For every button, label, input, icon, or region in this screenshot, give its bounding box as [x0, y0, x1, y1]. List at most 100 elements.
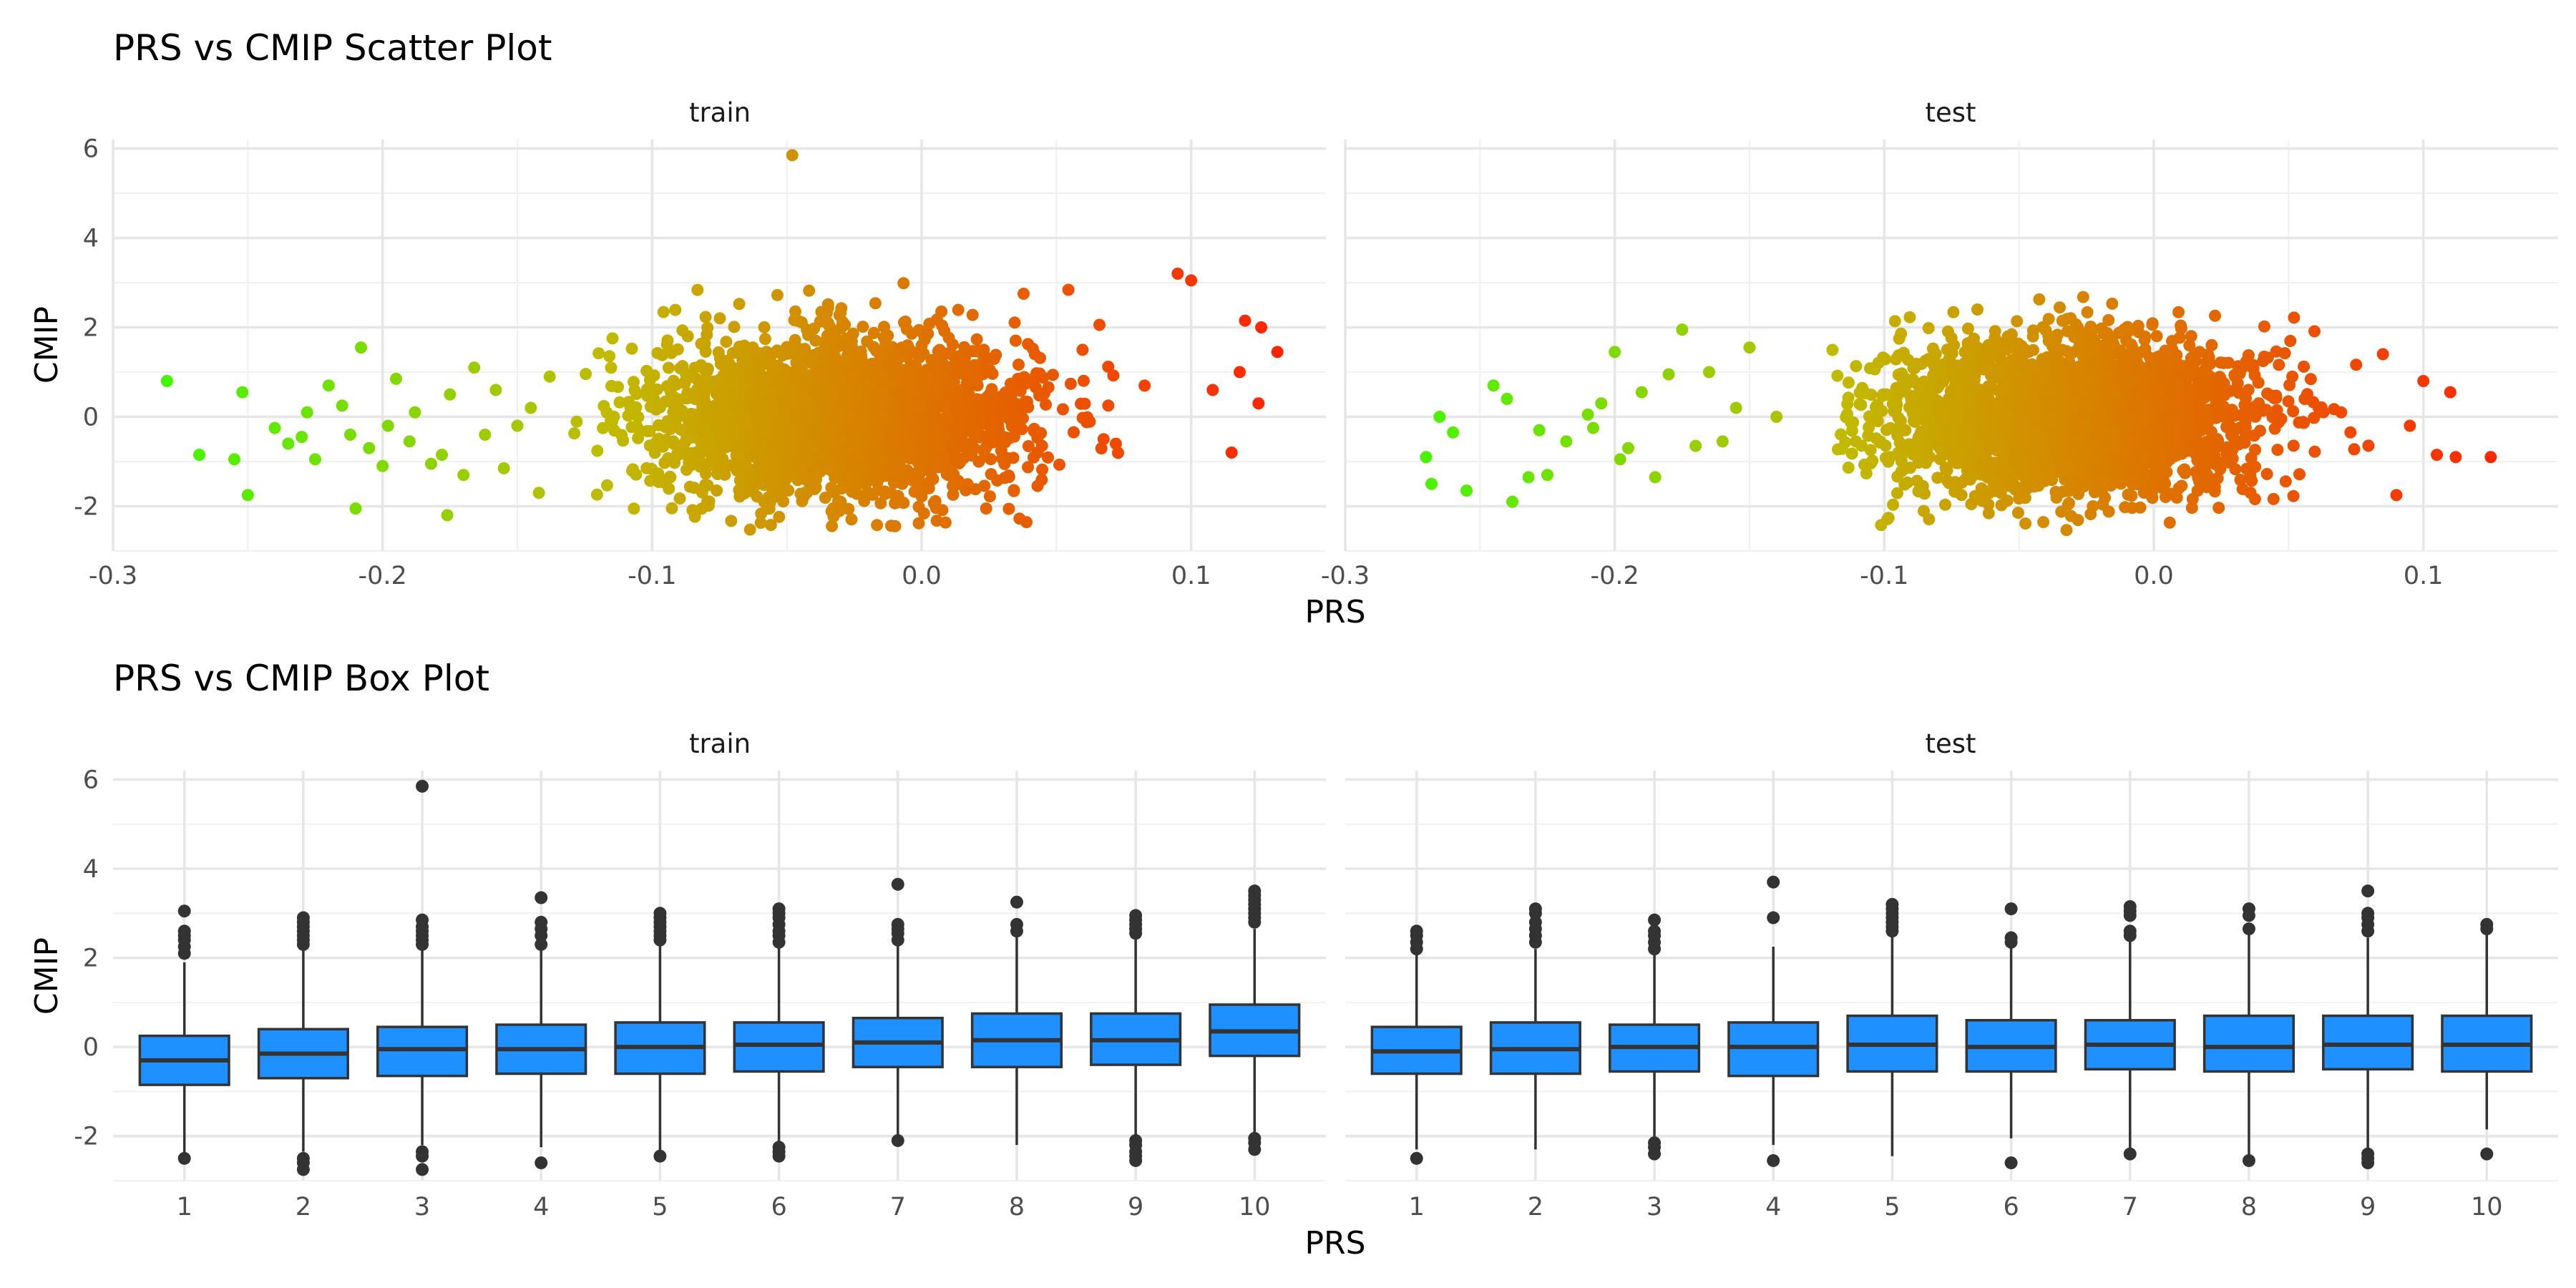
scatter-point [728, 362, 741, 375]
scatter-point [343, 429, 356, 441]
scatter-point [2163, 516, 2176, 529]
scatter-point [877, 331, 890, 344]
scatter-point [1042, 451, 1054, 464]
scatter-point [1015, 423, 1028, 436]
scatter-point [2273, 358, 2285, 371]
scatter-point [2244, 487, 2257, 499]
scatter-point [932, 401, 945, 414]
scatter-point [1002, 396, 1015, 409]
scatter-point [2037, 516, 2050, 529]
scatter-point [1185, 274, 1198, 287]
scatter-point [2267, 492, 2280, 505]
scatter-point [736, 381, 748, 394]
scatter-point [862, 486, 874, 499]
scatter-point [829, 472, 841, 484]
scatter-point [764, 519, 777, 532]
scatter-point [2077, 291, 2089, 303]
scatter-point [1064, 377, 1077, 390]
scatter-point [867, 326, 880, 339]
scatter-point [570, 415, 583, 428]
scatter-point [241, 489, 254, 502]
scatter-point [1832, 443, 1844, 456]
scatter-point [874, 407, 887, 420]
scatter-point [625, 342, 638, 355]
scatter-point [720, 336, 733, 348]
scatter-point [955, 478, 968, 491]
scatter-point [1034, 351, 1046, 364]
scatter-point [1968, 489, 1981, 502]
scatter-point [792, 315, 805, 328]
scatter-point [2017, 347, 2029, 360]
scatter-point [1941, 463, 1953, 476]
scatter-point [2175, 322, 2187, 335]
scatter-point [846, 420, 859, 433]
scatter-point [803, 284, 816, 297]
scatter-point [1035, 474, 1048, 486]
scatter-title: PRS vs CMIP Scatter Plot [113, 27, 552, 69]
scatter-point [605, 361, 618, 374]
scatter-point [424, 457, 437, 470]
scatter-point [847, 464, 860, 477]
scatter-point [936, 504, 949, 517]
scatter-point [662, 361, 675, 374]
scatter-point [2308, 445, 2321, 458]
scatter-point [2006, 341, 2019, 353]
scatter-point [842, 502, 855, 515]
scatter-point [236, 386, 249, 399]
scatter-point [2185, 502, 2198, 514]
scatter-point [2033, 293, 2046, 306]
scatter-point [955, 401, 967, 414]
scatter-point [600, 479, 613, 492]
scatter-point [2060, 524, 2073, 537]
scatter-point [2011, 315, 2024, 328]
scatter-point [632, 431, 645, 444]
scatter-point [718, 409, 731, 421]
scatter-point [653, 398, 665, 411]
scatter-point [708, 416, 721, 429]
scatter-point [826, 384, 839, 396]
scatter-point [748, 408, 761, 421]
scatter-point [1855, 399, 1868, 411]
scatter-point [1009, 334, 1022, 347]
scatter-point [929, 389, 942, 402]
scatter-point [1009, 407, 1022, 420]
scatter-point [890, 419, 903, 432]
scatter-point [2172, 306, 2185, 318]
scatter-point [2179, 467, 2192, 479]
scatter-point [511, 419, 524, 432]
scatter-point [336, 399, 348, 412]
x-tick-label: 0.0 [902, 562, 942, 590]
scatter-point [597, 400, 610, 412]
scatter-point [1077, 374, 1090, 387]
scatter-point [786, 396, 799, 408]
scatter-point [915, 490, 928, 503]
scatter-point [866, 451, 879, 464]
scatter-point [912, 500, 925, 513]
scatter-point [906, 474, 919, 487]
scatter-point [835, 375, 848, 388]
scatter-point [363, 441, 376, 454]
scatter-point [2145, 361, 2157, 373]
scatter-point [751, 446, 764, 459]
scatter-point [889, 460, 902, 473]
scatter-point [403, 435, 416, 448]
scatter-point [839, 340, 852, 353]
scatter-point [652, 467, 665, 480]
scatter-point [2245, 474, 2258, 487]
scatter-point [349, 502, 362, 515]
scatter-point [2150, 330, 2163, 343]
scatter-point [901, 339, 914, 352]
scatter-point [479, 429, 492, 441]
scatter-point [743, 391, 756, 404]
scatter-point [1982, 498, 1995, 511]
scatter-point [309, 453, 321, 466]
scatter-point [961, 365, 974, 378]
scatter-point [807, 387, 820, 399]
scatter-point [691, 446, 703, 459]
scatter-point [835, 302, 848, 315]
scatter-point [2060, 345, 2073, 358]
scatter-point [2069, 318, 2082, 331]
scatter-point [1922, 322, 1935, 335]
scatter-point [808, 322, 820, 335]
scatter-point [981, 430, 994, 443]
